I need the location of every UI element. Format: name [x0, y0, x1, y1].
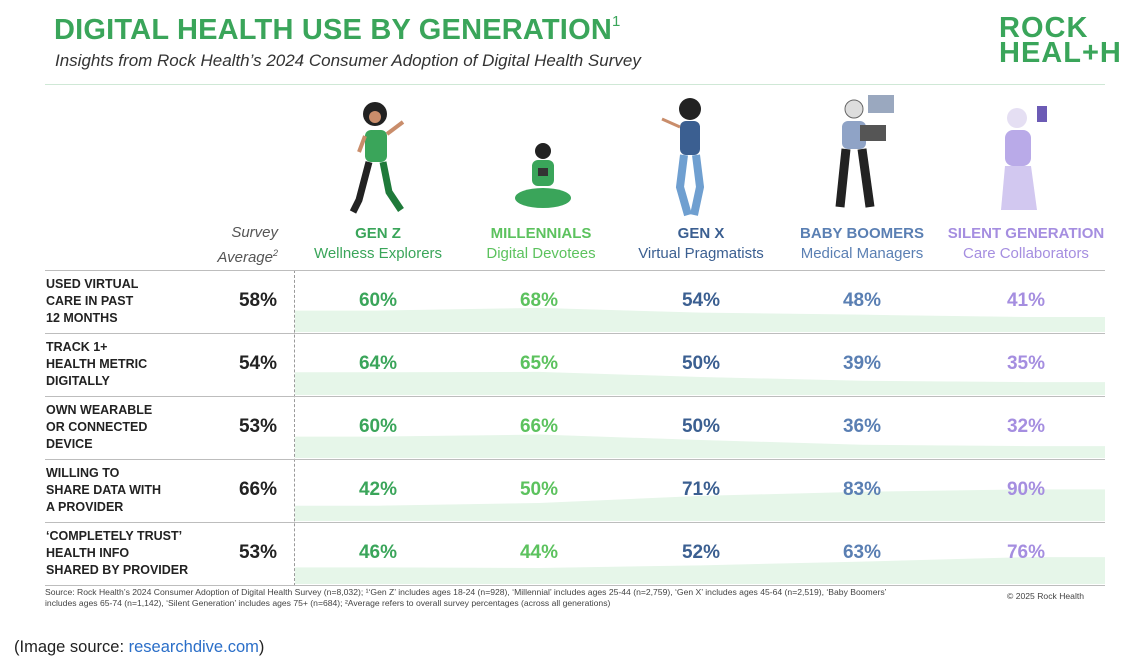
value-cell: 39% [842, 353, 882, 374]
row-separator [45, 585, 1105, 586]
chart-title: DIGITAL HEALTH USE BY GENERATION1 [54, 13, 621, 46]
value-cell: 60% [358, 290, 398, 311]
value-cell: 68% [519, 290, 559, 311]
value-cell: 64% [358, 353, 398, 374]
column-header-gen-x: GEN X Virtual Pragmatists [638, 225, 764, 262]
value-cell: 46% [358, 542, 398, 563]
value-cell: 50% [681, 416, 721, 437]
value-cell: 76% [1006, 542, 1046, 563]
trend-area [295, 434, 1105, 458]
row-label-virtual-care: USED VIRTUAL CARE IN PAST 12 MONTHS [46, 277, 139, 325]
survey-average-value: 58% [238, 290, 277, 311]
value-cell: 41% [1006, 290, 1046, 311]
logo-line-2: HEAL+H [999, 37, 1122, 69]
survey-average-value: 54% [238, 353, 277, 374]
survey-average-value: 53% [238, 416, 277, 437]
copyright-notice: © 2025 Rock Health [1007, 591, 1085, 601]
row-separator [45, 459, 1105, 460]
silent-generation-person-icon [1001, 106, 1047, 210]
millennial-person-icon [515, 143, 571, 208]
survey-average-value: 66% [238, 479, 277, 500]
value-cell: 32% [1006, 416, 1046, 437]
value-cell: 52% [681, 542, 721, 563]
header-divider [45, 84, 1105, 85]
title-footnote-marker: 1 [611, 13, 621, 31]
trend-area [295, 307, 1105, 332]
trend-area [295, 371, 1105, 395]
value-cell: 42% [358, 479, 398, 500]
value-cell: 44% [519, 542, 559, 563]
image-source-link[interactable]: researchdive.com [128, 638, 259, 656]
column-header-silent-generation: SILENT GENERATION Care Collaborators [947, 225, 1105, 262]
column-header-millennials: MILLENNIALS Digital Devotees [486, 225, 596, 262]
survey-average-value: 53% [238, 542, 277, 563]
row-label-own-wearable: OWN WEARABLE OR CONNECTED DEVICE [46, 403, 153, 451]
value-cell: 48% [842, 290, 882, 311]
value-cell: 50% [681, 353, 721, 374]
value-cell: 54% [681, 290, 721, 311]
survey-average-header: Survey Average2 [217, 224, 278, 266]
trend-area [295, 557, 1105, 584]
value-cell: 63% [842, 542, 882, 563]
value-cell: 83% [842, 479, 882, 500]
image-source-caption: (Image source: researchdive.com) [14, 638, 265, 656]
average-divider [294, 270, 295, 586]
column-header-gen-z: GEN Z Wellness Explorers [313, 225, 443, 262]
column-header-baby-boomers: BABY BOOMERS Medical Managers [800, 225, 924, 262]
value-cell: 65% [519, 353, 559, 374]
gen-x-person-icon [661, 98, 705, 217]
logo-line-1: ROCK [999, 12, 1089, 44]
row-label-track-health-metric: TRACK 1+ HEALTH METRIC DIGITALLY [46, 340, 148, 388]
value-cell: 35% [1006, 353, 1046, 374]
row-separator [45, 522, 1105, 523]
value-cell: 66% [519, 416, 559, 437]
row-label-share-data: WILLING TO SHARE DATA WITH A PROVIDER [46, 466, 162, 514]
value-cell: 90% [1006, 479, 1046, 500]
rock-health-logo: ROCK HEAL+H [999, 12, 1122, 69]
source-footnote: Source: Rock Health’s 2024 Consumer Adop… [45, 587, 887, 608]
value-cell: 71% [681, 479, 721, 500]
value-cell: 36% [842, 416, 882, 437]
value-cell: 50% [519, 479, 559, 500]
row-separator [45, 396, 1105, 397]
value-cell: 60% [358, 416, 398, 437]
row-separator [45, 333, 1105, 334]
chart-subtitle: Insights from Rock Health’s 2024 Consume… [55, 51, 641, 70]
trend-area [295, 489, 1105, 521]
row-label-trust-health-info: ‘COMPLETELY TRUST’ HEALTH INFO SHARED BY P… [46, 529, 189, 577]
row-separator [45, 270, 1105, 271]
baby-boomer-person-icon [835, 95, 894, 208]
gen-z-person-icon [349, 102, 405, 214]
